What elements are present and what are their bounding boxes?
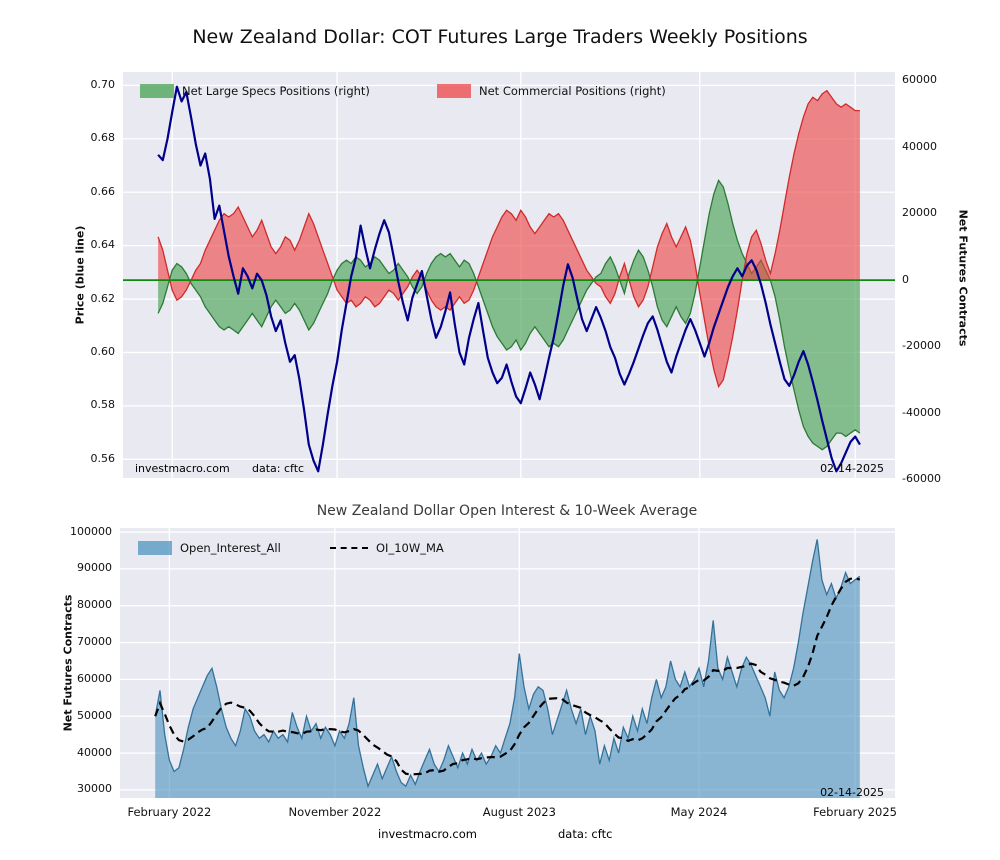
y-axis-label-net-contracts-bottom: Net Futures Contracts <box>61 594 75 732</box>
legend-net-commercial: Net Commercial Positions (right) <box>437 84 666 98</box>
tick-label: 40000 <box>902 139 937 153</box>
tick-label: 0.68 <box>90 131 116 145</box>
tick-label: 30000 <box>77 782 112 796</box>
tick-label: 50000 <box>77 708 112 722</box>
tick-label: 20000 <box>902 206 937 220</box>
tick-label: 40000 <box>77 745 112 759</box>
tick-label: -60000 <box>902 472 941 486</box>
tick-label: 0.62 <box>90 291 116 305</box>
tick-label: 0.66 <box>90 184 116 198</box>
tick-label: 0.56 <box>90 451 116 465</box>
tick-label: August 2023 <box>482 805 556 819</box>
bottom-chart <box>120 528 895 798</box>
legend-dash-sample <box>330 547 368 549</box>
tick-label: 70000 <box>77 635 112 649</box>
price-line <box>157 85 861 473</box>
tick-label: 80000 <box>77 598 112 612</box>
legend-swatch-open-interest <box>138 541 172 555</box>
legend-swatch-commercial <box>437 84 471 98</box>
legend-label-commercial: Net Commercial Positions (right) <box>479 84 666 98</box>
y-axis-label-net-contracts-right: Net Futures Contracts <box>956 209 970 347</box>
top-chart <box>123 72 895 478</box>
legend-label-oi-ma: OI_10W_MA <box>376 541 444 555</box>
tick-label: 0.64 <box>90 238 116 252</box>
tick-label: 0.58 <box>90 398 116 412</box>
tick-label: February 2025 <box>813 805 897 819</box>
tick-label: 0.60 <box>90 344 116 358</box>
figure-title: New Zealand Dollar: COT Futures Large Tr… <box>192 26 808 48</box>
bottom-chart-panel <box>120 528 895 798</box>
date-label-bottom: 02-14-2025 <box>820 786 884 799</box>
legend-oi-ma: OI_10W_MA <box>330 541 444 555</box>
oi-ma-line <box>154 576 861 776</box>
tick-label: -20000 <box>902 339 941 353</box>
legend-swatch-specs <box>140 84 174 98</box>
y-axis-label-price: Price (blue line) <box>73 225 87 325</box>
date-label-top: 02-14-2025 <box>820 462 884 475</box>
legend-label-specs: Net Large Specs Positions (right) <box>182 84 370 98</box>
tick-label: 0.70 <box>90 77 116 91</box>
tick-label: 0 <box>902 272 909 286</box>
tick-label: 100000 <box>70 524 112 538</box>
open-interest-area-fill <box>155 539 860 798</box>
top-chart-panel <box>123 72 895 478</box>
watermark-source-footer: data: cftc <box>558 827 613 841</box>
legend-net-specs: Net Large Specs Positions (right) <box>140 84 370 98</box>
watermark-site-footer: investmacro.com <box>378 827 477 841</box>
net-commercial-area-fill <box>158 90 860 387</box>
net-specs-area-fill <box>158 180 860 450</box>
bottom-chart-title: New Zealand Dollar Open Interest & 10-We… <box>316 503 698 519</box>
tick-label: 60000 <box>77 671 112 685</box>
tick-label: 60000 <box>902 73 937 87</box>
watermark-source-top: data: cftc <box>252 462 305 475</box>
net-specs-area-edge <box>157 179 861 451</box>
tick-label: November 2022 <box>288 805 382 819</box>
tick-label: 90000 <box>77 561 112 575</box>
tick-label: May 2024 <box>670 805 728 819</box>
watermark-site-top: investmacro.com <box>135 462 230 475</box>
tick-label: -40000 <box>902 405 941 419</box>
legend-open-interest: Open_Interest_All <box>138 541 281 555</box>
legend-label-open-interest: Open_Interest_All <box>180 541 281 555</box>
tick-label: February 2022 <box>127 805 212 819</box>
